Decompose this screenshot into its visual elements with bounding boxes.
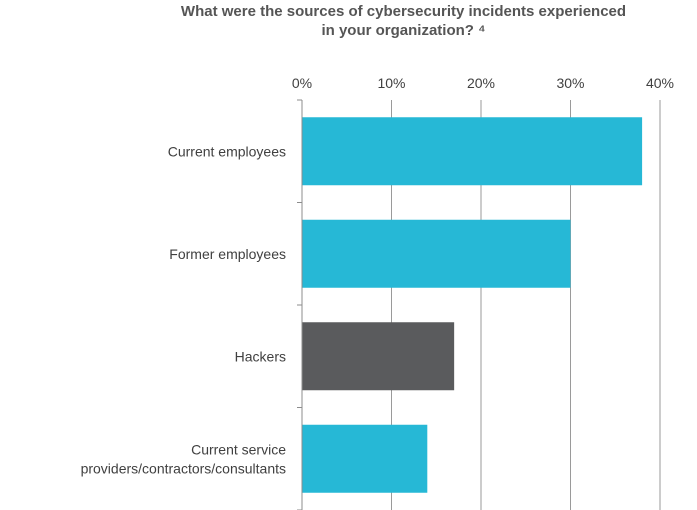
chart-title: What were the sources of cybersecurity i… <box>110 2 697 40</box>
bar <box>302 322 455 391</box>
x-tick-label: 30% <box>556 75 584 91</box>
x-tick-label: 40% <box>646 75 674 91</box>
x-tick-label: 0% <box>292 75 312 91</box>
x-tick-label: 10% <box>377 75 405 91</box>
category-label: Former employees <box>169 246 286 262</box>
category-axis <box>297 99 303 510</box>
x-axis-tick-labels: 0% 10% 20% 30% 40% <box>292 75 674 91</box>
chart-title-line-1: What were the sources of cybersecurity i… <box>180 3 627 20</box>
bars <box>302 117 643 493</box>
category-label: providers/contractors/consultants <box>81 460 286 476</box>
chart-title-line-2: in your organization? ⁴ <box>321 22 486 39</box>
category-label: Hackers <box>235 348 286 364</box>
bar <box>302 219 571 288</box>
category-labels: Current employees Former employees Hackers… <box>81 143 287 476</box>
bar <box>302 424 428 493</box>
category-label: Current employees <box>168 143 286 159</box>
category-label: Current service <box>191 441 286 457</box>
x-tick-label: 20% <box>467 75 495 91</box>
bar <box>302 117 643 186</box>
